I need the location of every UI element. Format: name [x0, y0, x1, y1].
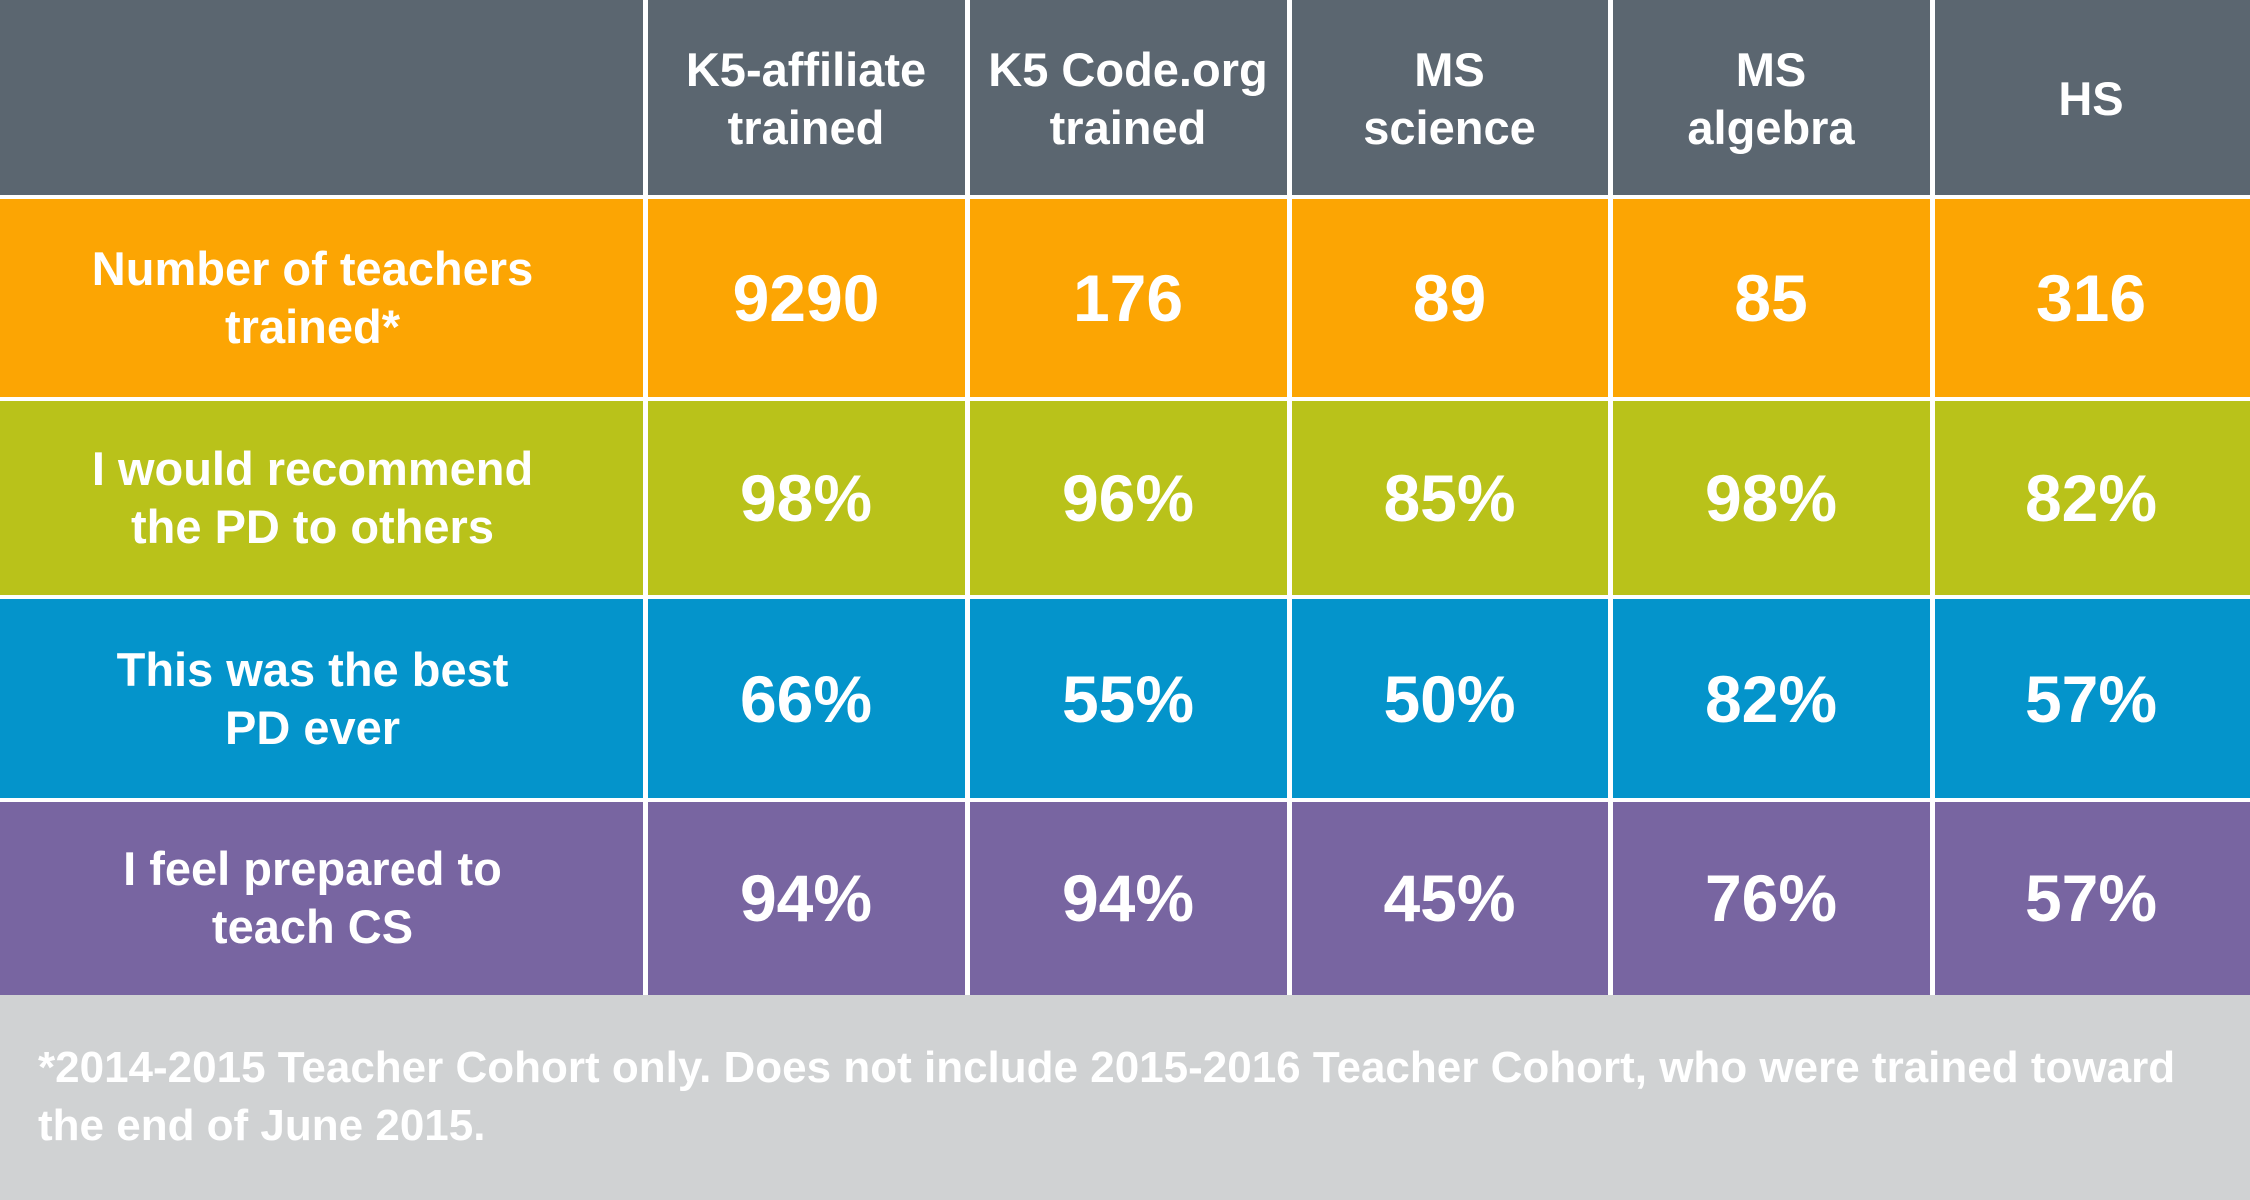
value-cell: 57%	[1932, 800, 2250, 995]
column-divider	[1287, 0, 1292, 995]
row-divider	[0, 397, 2250, 401]
column-divider	[965, 0, 970, 995]
value-cell: 85%	[1289, 399, 1610, 597]
row-label-text: I feel prepared to teach CS	[123, 841, 502, 953]
column-divider	[643, 0, 648, 995]
value-text: 85	[1734, 261, 1808, 335]
value-text: 98%	[1704, 461, 1838, 535]
column-header-cell: K5 Code.org trained	[967, 0, 1289, 197]
value-cell: 45%	[1289, 800, 1610, 995]
value-cell: 94%	[967, 800, 1289, 995]
value-text: 176	[1072, 261, 1184, 335]
value-cell: 176	[967, 197, 1289, 399]
value-text: 316	[2035, 261, 2147, 335]
value-cell: 55%	[967, 597, 1289, 800]
row-label-cell: Number of teachers trained*	[0, 197, 645, 399]
column-header-cell: HS	[1932, 0, 2250, 197]
value-text: 98%	[739, 461, 873, 535]
value-cell: 9290	[645, 197, 967, 399]
column-header-text: MS science	[1363, 42, 1536, 154]
column-header-cell: MS science	[1289, 0, 1610, 197]
value-text: 57%	[2024, 860, 2158, 935]
value-text: 57%	[2024, 661, 2158, 736]
column-header-cell: MS algebra	[1610, 0, 1932, 197]
value-text: 50%	[1383, 661, 1516, 736]
value-text: 94%	[1061, 860, 1195, 935]
value-text: 85%	[1383, 461, 1516, 535]
value-cell: 50%	[1289, 597, 1610, 800]
value-cell: 98%	[645, 399, 967, 597]
column-header-text: MS algebra	[1687, 42, 1855, 154]
value-text: 45%	[1383, 860, 1516, 935]
row-divider	[0, 595, 2250, 599]
row-divider	[0, 195, 2250, 199]
row-label-text: Number of teachers trained*	[91, 242, 534, 353]
row-label-text: I would recommend the PD to others	[91, 442, 534, 553]
value-text: 9290	[732, 261, 880, 335]
results-table: K5-affiliate trained K5 Code.org trained M…	[0, 0, 2250, 995]
value-cell: 316	[1932, 197, 2250, 399]
value-text: 94%	[739, 860, 873, 935]
column-divider	[1930, 0, 1935, 995]
row-divider	[0, 798, 2250, 802]
value-cell: 57%	[1932, 597, 2250, 800]
value-text: 89	[1412, 261, 1487, 335]
row-label-cell: This was the best PD ever	[0, 597, 645, 800]
column-divider	[1608, 0, 1613, 995]
value-text: 82%	[2024, 461, 2158, 535]
column-header-text: K5-affiliate trained	[685, 42, 927, 154]
value-cell: 98%	[1610, 399, 1932, 597]
header-corner-cell	[0, 0, 645, 197]
value-cell: 89	[1289, 197, 1610, 399]
footnote: *2014-2015 Teacher Cohort only. Does not…	[0, 995, 2250, 1200]
column-header-text: K5 Code.org trained	[988, 42, 1268, 154]
value-cell: 96%	[967, 399, 1289, 597]
value-text: 66%	[739, 661, 873, 736]
value-cell: 94%	[645, 800, 967, 995]
column-header-text: HS	[2058, 71, 2124, 125]
value-text: 55%	[1061, 661, 1195, 736]
value-text: 76%	[1704, 860, 1838, 935]
value-text: 82%	[1704, 661, 1838, 736]
value-cell: 76%	[1610, 800, 1932, 995]
column-header-cell: K5-affiliate trained	[645, 0, 967, 197]
value-cell: 66%	[645, 597, 967, 800]
row-label-cell: I would recommend the PD to others	[0, 399, 645, 597]
value-text: 96%	[1061, 461, 1195, 535]
value-cell: 82%	[1610, 597, 1932, 800]
value-cell: 85	[1610, 197, 1932, 399]
row-label-text: This was the best PD ever	[116, 642, 509, 754]
row-label-cell: I feel prepared to teach CS	[0, 800, 645, 995]
value-cell: 82%	[1932, 399, 2250, 597]
